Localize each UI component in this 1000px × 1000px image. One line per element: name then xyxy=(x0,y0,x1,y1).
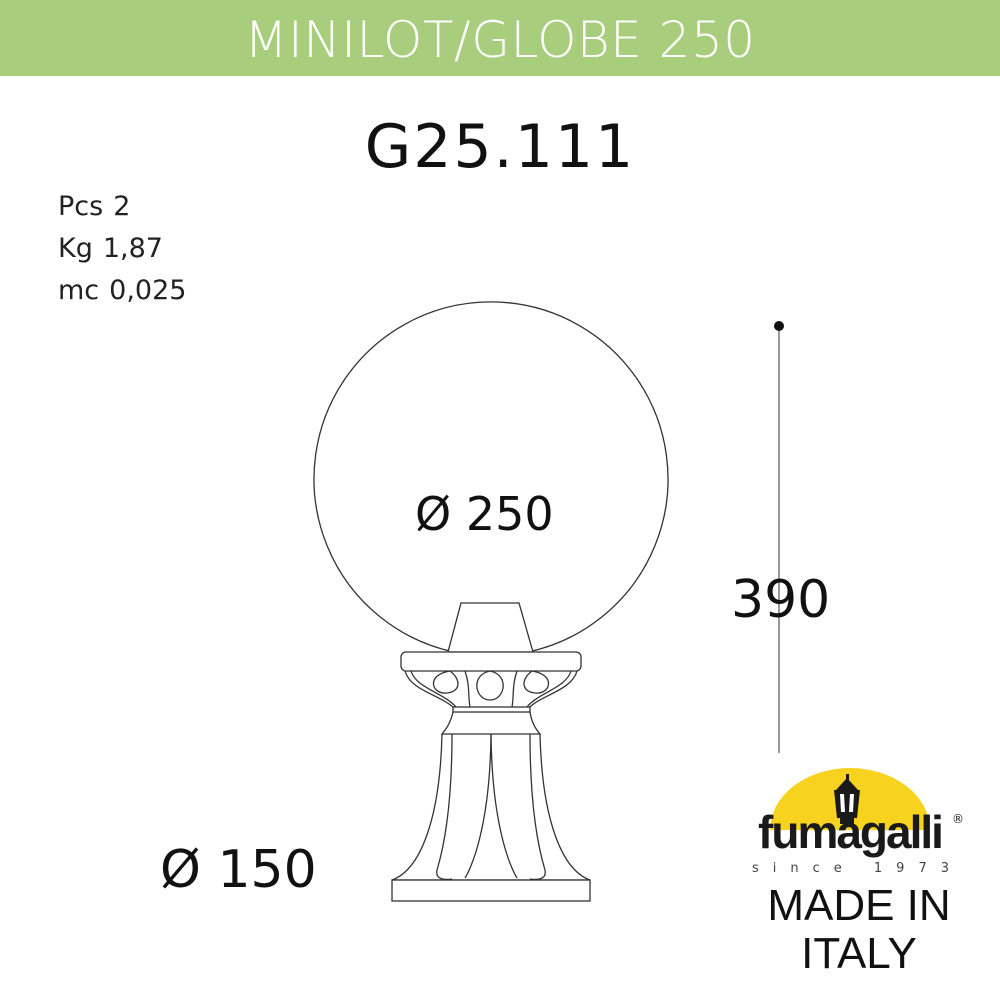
specs-list: Pcs 2 Kg 1,87 mc 0,025 xyxy=(58,186,196,312)
spec-value: 2 xyxy=(113,191,131,222)
spec-label: mc xyxy=(58,275,100,306)
dimension-dot xyxy=(774,321,784,331)
globe-outline xyxy=(313,301,669,653)
spec-volume: mc 0,025 xyxy=(58,270,196,312)
registered-mark: ® xyxy=(952,812,964,826)
spec-pieces: Pcs 2 xyxy=(58,186,196,228)
spec-value: 1,87 xyxy=(102,233,163,264)
title-banner: MINILOT/GLOBE 250 xyxy=(0,0,1000,76)
brand-logo-text: fumagalli xyxy=(758,806,944,858)
lantern-icon xyxy=(834,774,860,824)
globe-diameter-label: Ø 250 xyxy=(415,487,554,541)
neck-band xyxy=(452,706,531,713)
globe-cap xyxy=(447,602,534,653)
product-family-title: MINILOT/GLOBE 250 xyxy=(244,11,756,69)
height-label: 390 xyxy=(731,570,831,630)
base-plate xyxy=(391,879,591,902)
spec-value: 0,025 xyxy=(109,275,187,306)
origin-line-2: ITALY xyxy=(801,929,917,978)
product-code: G25.111 xyxy=(364,112,636,182)
spec-label: Pcs xyxy=(58,191,104,222)
collar xyxy=(400,651,582,672)
origin-line-1: MADE IN xyxy=(767,881,951,930)
brand-tagline: since 1973 xyxy=(752,861,963,876)
fumagalli-logo-graphic xyxy=(770,768,930,830)
base-diameter-label: Ø 150 xyxy=(160,840,317,900)
decorative-crown xyxy=(404,670,578,708)
made-in-italy: MADE IN ITALY xyxy=(745,882,973,978)
neck xyxy=(440,711,542,735)
spec-label: Kg xyxy=(58,233,93,264)
spec-weight: Kg 1,87 xyxy=(58,228,196,270)
